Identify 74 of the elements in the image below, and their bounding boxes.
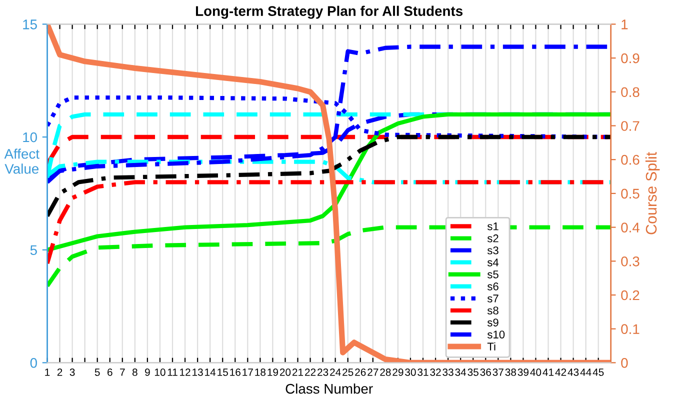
- x-tick-label: 8: [132, 368, 138, 376]
- x-tick-label: 26: [355, 368, 366, 376]
- y2-tick-label: 0: [621, 358, 628, 368]
- x-tick-label: 35: [468, 368, 478, 376]
- x-tick-label: 44: [580, 368, 592, 376]
- x-tick-label: 15: [218, 368, 228, 376]
- y2-tick-label: 0.6: [621, 154, 640, 165]
- x-tick-label: 29: [392, 368, 404, 376]
- x-tick-label: 11: [168, 368, 178, 376]
- y2-tick-label: 0.8: [621, 87, 640, 98]
- x-tick-label: 16: [230, 368, 240, 376]
- x-tick-label: 27: [368, 368, 378, 376]
- legend-label: s7: [487, 294, 498, 302]
- x-tick-label: 19: [268, 368, 278, 376]
- x-tick-label: 14: [205, 368, 216, 376]
- x-tick-label: 41: [542, 368, 554, 376]
- legend-label: s8: [487, 306, 498, 314]
- x-tick-label: 2: [57, 368, 62, 376]
- legend-label: Ti: [487, 342, 496, 350]
- legend-label: s3: [487, 246, 498, 254]
- legend-label: s2: [487, 234, 498, 242]
- x-tick-label: 13: [192, 368, 203, 376]
- chart-title: Long-term Strategy Plan for All Students: [196, 6, 463, 19]
- y2-tick-label: 0.7: [621, 121, 640, 131]
- x-tick-label: 22: [305, 368, 316, 376]
- x-tick-label: 20: [280, 368, 291, 376]
- x-tick-label: 7: [120, 368, 125, 376]
- y2-tick-label: 0.3: [621, 256, 640, 266]
- legend-label: s10: [487, 330, 505, 338]
- x-tick-label: 43: [568, 368, 579, 376]
- x-tick-label: 38: [505, 368, 516, 376]
- x-tick-label: 36: [480, 368, 491, 376]
- x-tick-label: 23: [318, 368, 328, 376]
- x-tick-label: 33: [442, 368, 454, 376]
- legend-label: s6: [487, 282, 498, 290]
- y2-tick-label: 0.9: [621, 53, 640, 64]
- x-tick-label: 5: [94, 368, 100, 376]
- x-tick-label: 32: [430, 368, 441, 376]
- y-axis-title: Affect Value: [4, 148, 40, 174]
- x-tick-label: 9: [145, 368, 150, 376]
- x-tick-label: 18: [255, 368, 266, 376]
- x-tick-label: 31: [418, 368, 428, 376]
- x-tick-label: 1: [45, 368, 50, 376]
- x-tick-label: 17: [242, 368, 253, 376]
- y-tick-label: 15: [23, 20, 37, 30]
- x-tick-label: 24: [330, 368, 341, 376]
- x-tick-label: 42: [555, 368, 566, 376]
- y-tick-label: 0: [30, 358, 37, 368]
- y2-tick-label: 0.1: [621, 324, 640, 334]
- x-axis-title: Class Number: [286, 384, 373, 394]
- legend-label: s1: [487, 222, 498, 230]
- x-tick-label: 45: [592, 368, 604, 376]
- x-tick-label: 10: [154, 368, 166, 376]
- legend-label: s5: [487, 270, 498, 278]
- x-tick-label: 12: [180, 368, 190, 376]
- y-tick-label: 5: [30, 245, 37, 256]
- x-tick-label: 6: [108, 368, 112, 376]
- x-tick-label: 21: [292, 368, 304, 376]
- y-tick-label: 10: [23, 132, 37, 142]
- x-tick-label: 3: [70, 368, 75, 376]
- legend-label: s4: [487, 258, 499, 266]
- x-tick-label: 39: [518, 368, 528, 376]
- y2-tick-label: 1: [622, 20, 628, 30]
- y2-tick-label: 0.5: [621, 188, 640, 199]
- legend-label: s9: [487, 318, 498, 326]
- x-tick-label: 37: [492, 368, 504, 376]
- x-tick-label: 34: [455, 368, 466, 376]
- y2-tick-label: 0.2: [621, 290, 640, 300]
- x-tick-label: 40: [530, 368, 542, 376]
- y2-tick-label: 0.4: [621, 222, 640, 232]
- x-tick-label: 30: [405, 368, 416, 376]
- x-tick-label: 25: [342, 368, 354, 376]
- y2-axis-title: Course Split: [645, 152, 660, 234]
- x-tick-label: 28: [380, 368, 391, 376]
